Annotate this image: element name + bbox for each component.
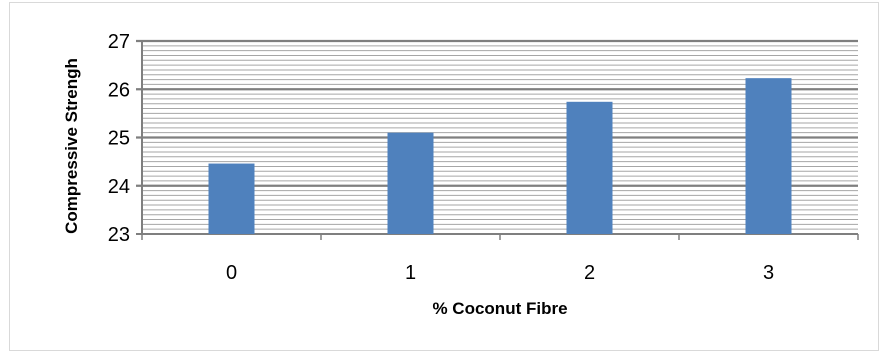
y-tick-label: 24: [108, 176, 130, 198]
minor-gridlines: [142, 45, 858, 230]
x-tick-label: 0: [226, 262, 237, 284]
x-tick-labels: 0 1 2 3: [226, 262, 774, 284]
y-tick-label: 27: [108, 31, 130, 53]
bar: [566, 101, 613, 234]
bars: [208, 78, 792, 234]
y-tick-labels: 23 24 25 26 27: [108, 31, 130, 246]
x-tick-label: 2: [584, 262, 595, 284]
x-axis-title: % Coconut Fibre: [432, 299, 567, 318]
y-axis-title: Compressive Strengh: [62, 58, 81, 234]
y-tick-label: 23: [108, 224, 130, 246]
bar: [208, 163, 255, 234]
y-tick-label: 26: [108, 79, 130, 101]
y-tick-label: 25: [108, 128, 130, 150]
major-gridlines: [136, 39, 859, 240]
bar: [387, 132, 434, 234]
bar: [745, 78, 792, 234]
x-tick-label: 3: [763, 262, 774, 284]
x-tick-label: 1: [405, 262, 416, 284]
